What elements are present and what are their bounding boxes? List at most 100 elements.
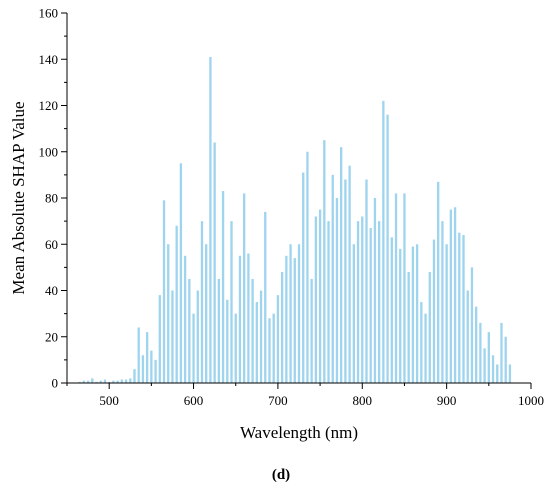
bar: [500, 322, 503, 384]
bar: [171, 290, 174, 383]
bar: [377, 221, 381, 384]
bar: [331, 174, 334, 384]
bar: [280, 272, 284, 383]
bar: [335, 198, 339, 383]
bar: [175, 225, 178, 383]
x-tick-label: 500: [99, 393, 119, 408]
x-tick-label: 600: [184, 393, 204, 408]
bar: [247, 253, 250, 383]
bar: [508, 364, 512, 383]
x-tick-label: 900: [437, 393, 457, 408]
bar: [403, 193, 406, 383]
bar: [449, 209, 453, 383]
bar: [407, 272, 410, 383]
bar: [352, 244, 355, 383]
x-tick-label: 800: [353, 393, 373, 408]
y-tick-label: 60: [45, 237, 58, 252]
bar: [373, 198, 377, 383]
bar: [162, 200, 166, 383]
bar: [158, 295, 161, 384]
bar: [399, 248, 402, 384]
bar: [394, 193, 398, 383]
bar: [221, 191, 225, 383]
bar: [479, 322, 482, 384]
bar: [445, 244, 448, 383]
bar: [112, 380, 115, 383]
bar: [441, 221, 444, 384]
y-tick-label: 0: [52, 376, 59, 391]
bar: [108, 381, 111, 383]
bar: [365, 179, 368, 383]
bar: [133, 369, 136, 384]
bar: [285, 255, 288, 383]
bar: [470, 267, 474, 384]
bar: [86, 380, 90, 383]
bar: [200, 221, 204, 384]
y-tick-label: 20: [45, 329, 58, 344]
bar: [411, 246, 415, 383]
x-tick-label: 700: [268, 393, 288, 408]
bar: [95, 381, 98, 383]
bars: [78, 56, 512, 384]
bar: [462, 235, 465, 383]
bar: [420, 302, 423, 383]
bar: [234, 313, 237, 384]
bar: [432, 239, 436, 384]
bar: [466, 290, 469, 383]
bar: [356, 221, 360, 384]
bar: [487, 332, 490, 384]
bar: [120, 379, 123, 383]
bar: [340, 147, 343, 383]
panel-label: (d): [272, 467, 290, 483]
bar: [183, 255, 187, 383]
bar: [145, 332, 149, 384]
bar: [129, 378, 132, 384]
x-ticks: 500 600 700 800 900 1000: [66, 383, 544, 408]
bar: [116, 380, 119, 383]
bar: [179, 163, 183, 383]
y-tick-label: 100: [39, 144, 59, 159]
x-axis-title: Wavelength (nm): [240, 423, 358, 442]
bar: [496, 364, 499, 383]
bar: [103, 379, 107, 383]
bar: [424, 313, 427, 384]
bar: [264, 211, 267, 384]
bar: [369, 228, 372, 383]
bar: [188, 278, 191, 383]
bar: [297, 244, 301, 383]
bar: [437, 181, 440, 383]
bar: [196, 290, 199, 383]
bar: [390, 237, 393, 383]
bar: [150, 350, 153, 384]
bar: [382, 100, 385, 384]
bar: [230, 221, 233, 384]
bar: [99, 380, 102, 383]
bar: [302, 172, 305, 383]
bar: [238, 255, 242, 383]
bar: [209, 56, 212, 383]
bar: [323, 140, 326, 383]
x-tick-label: 1000: [518, 393, 544, 408]
bar: [78, 381, 81, 383]
bar: [293, 258, 296, 384]
bar: [289, 244, 292, 383]
y-tick-label: 80: [45, 191, 58, 206]
bar: [243, 193, 246, 383]
bar: [327, 221, 330, 384]
bar: [226, 299, 229, 383]
bar: [217, 278, 221, 383]
bar: [137, 327, 140, 383]
y-tick-label: 140: [39, 52, 59, 67]
bar: [205, 244, 208, 383]
y-tick-label: 160: [39, 6, 59, 21]
bar: [348, 165, 351, 384]
bar: [318, 209, 322, 383]
bar: [314, 216, 318, 383]
y-tick-label: 40: [45, 283, 58, 298]
bar: [475, 306, 478, 383]
bar: [306, 151, 309, 383]
bar: [386, 114, 389, 383]
y-tick-label: 120: [39, 98, 59, 113]
y-axis-title: Mean Absolute SHAP Value: [9, 101, 28, 294]
